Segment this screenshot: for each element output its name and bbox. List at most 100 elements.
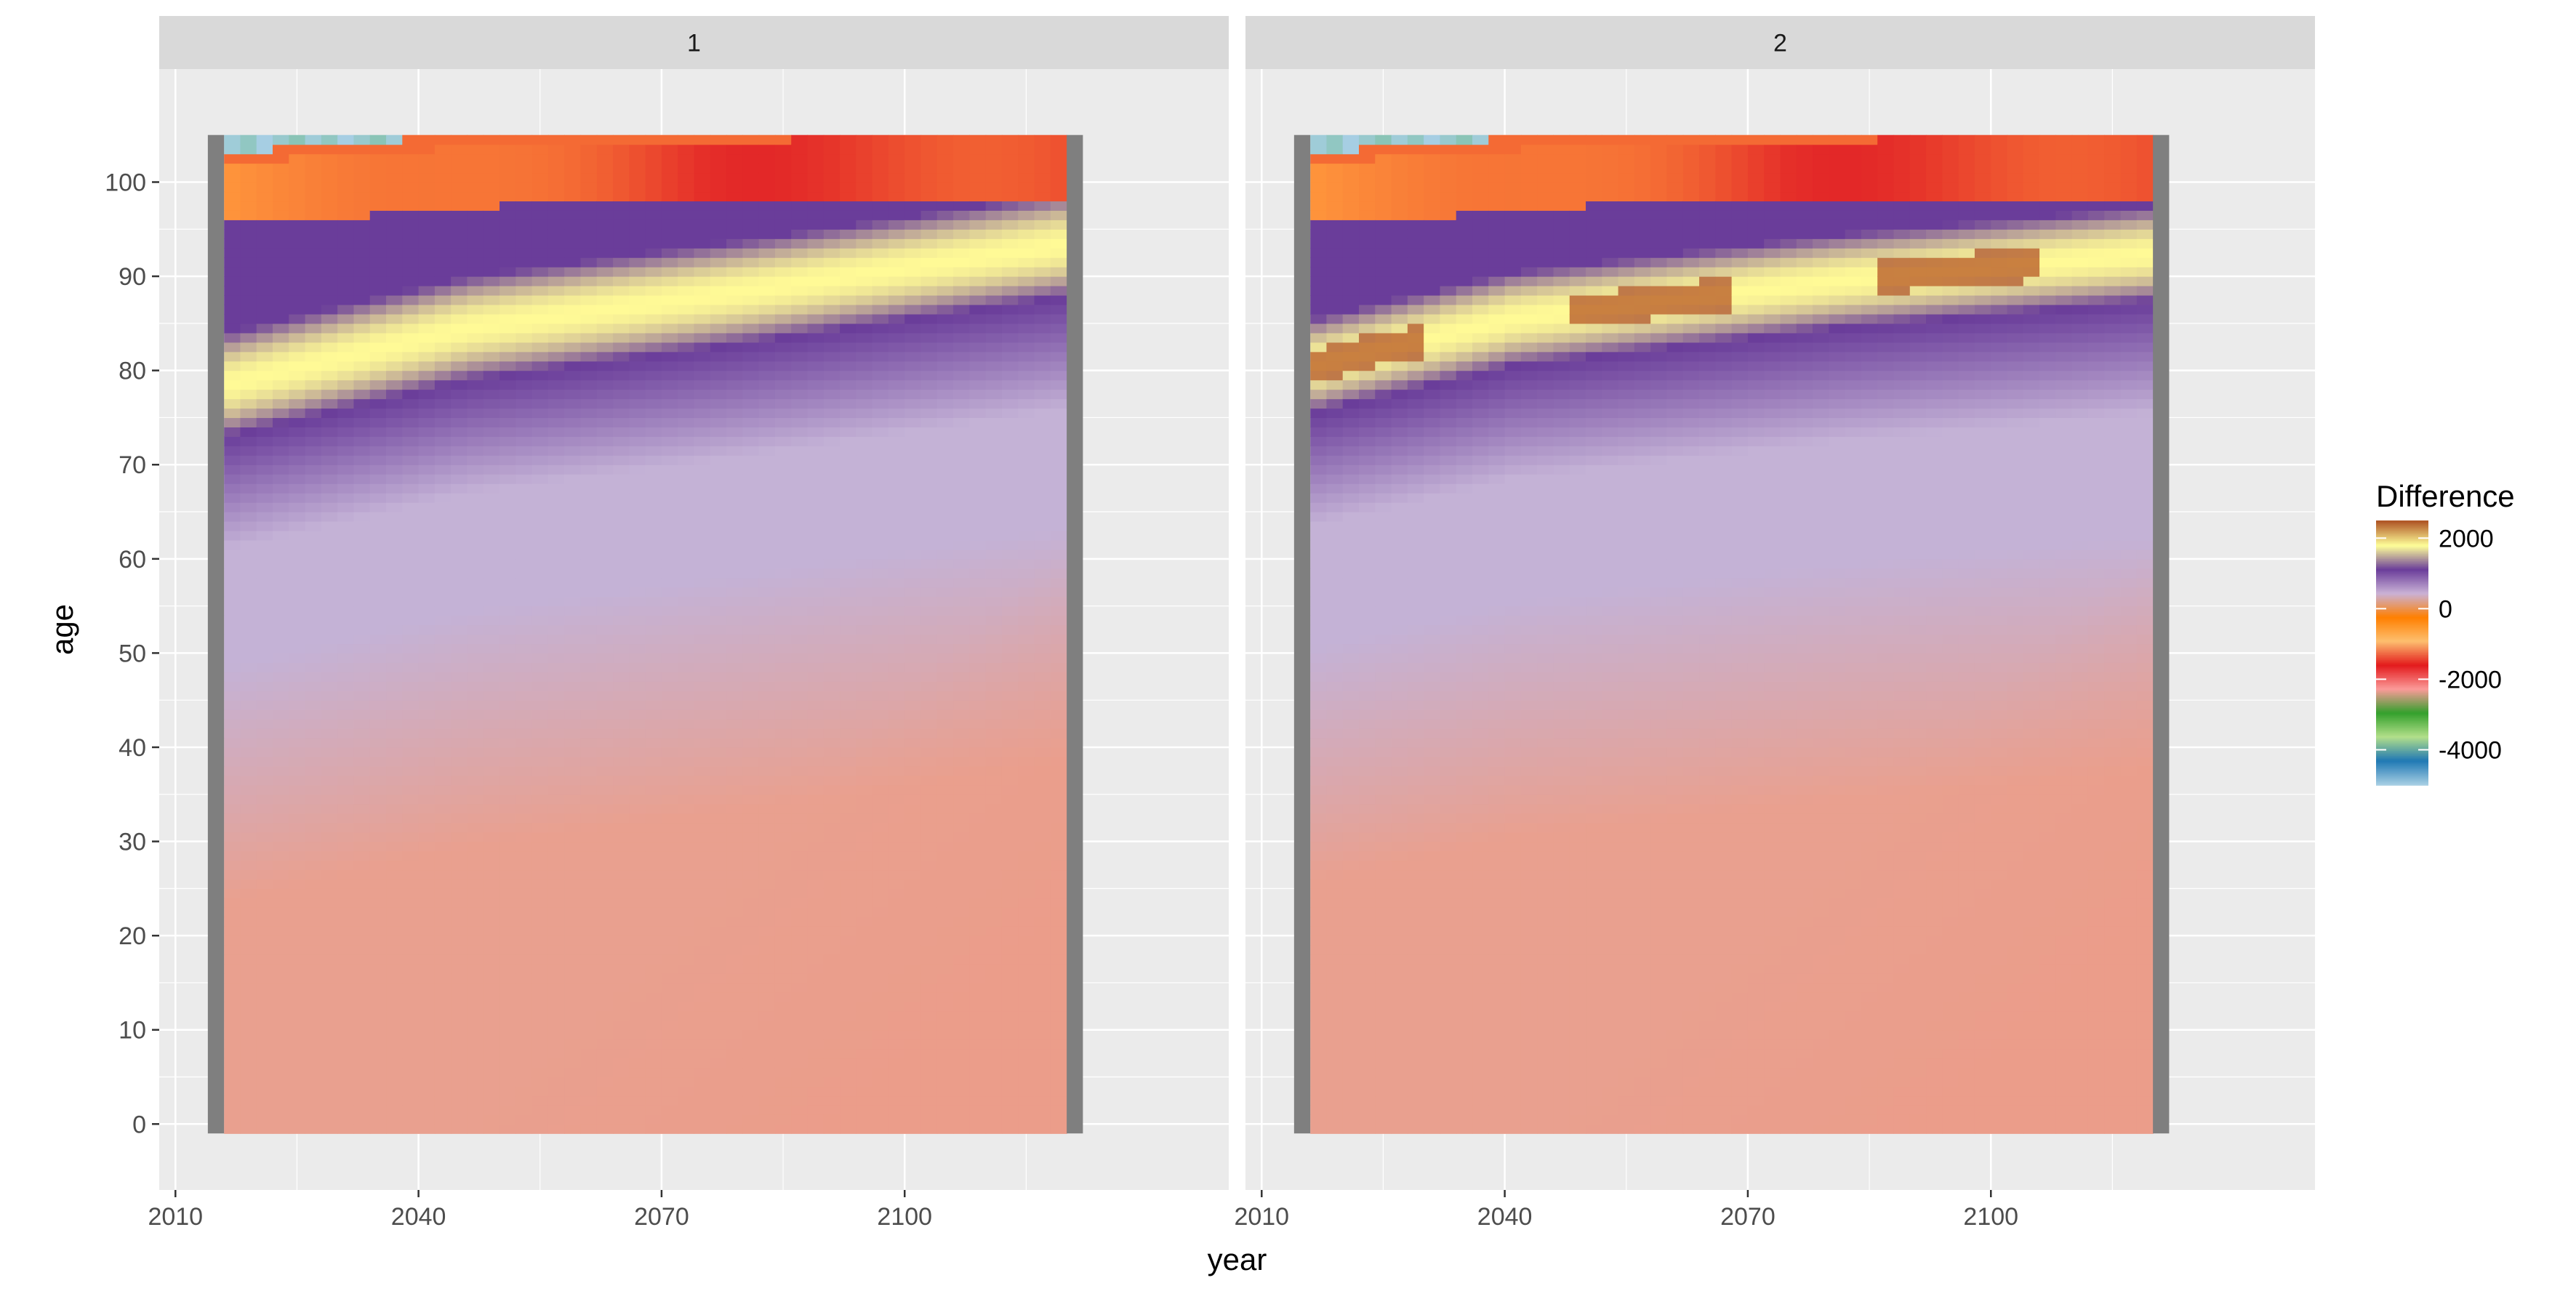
heatmap-cell (808, 164, 824, 174)
heatmap-cell (710, 380, 727, 390)
heatmap-cell (904, 964, 921, 974)
heatmap-cell (435, 238, 452, 249)
heatmap-cell (775, 795, 792, 805)
heatmap-cell (483, 1114, 500, 1125)
heatmap-cell (808, 182, 824, 192)
heatmap-cell (694, 540, 711, 550)
heatmap-cell (370, 1105, 387, 1115)
heatmap-cell (921, 483, 938, 494)
heatmap-cell (321, 352, 338, 362)
heatmap-cell (402, 1086, 419, 1096)
heatmap-cell (321, 860, 338, 870)
heatmap-cell (467, 926, 483, 936)
heatmap-cell (289, 700, 305, 710)
heatmap-cell (257, 333, 273, 343)
heatmap-cell (888, 672, 905, 682)
heatmap-cell (953, 352, 970, 362)
heatmap-cell (646, 1058, 662, 1069)
heatmap-cell (726, 842, 743, 852)
heatmap-cell (402, 568, 419, 579)
heatmap-cell (969, 926, 986, 936)
heatmap-cell (759, 1068, 776, 1078)
heatmap-cell (678, 700, 694, 710)
heatmap-cell (921, 973, 938, 984)
heatmap-cell (872, 804, 889, 814)
heatmap-cell (759, 154, 776, 164)
heatmap-cell (353, 267, 370, 277)
heatmap-cell (808, 1114, 824, 1125)
heatmap-cell (370, 276, 387, 286)
heatmap-cell (321, 1068, 338, 1078)
heatmap-cell (289, 1011, 305, 1021)
heatmap-cell (337, 625, 354, 635)
heatmap-cell (402, 1011, 419, 1021)
heatmap-cell (402, 229, 419, 239)
heatmap-cell (904, 1124, 921, 1134)
heatmap-cell (353, 540, 370, 550)
heatmap-cell (467, 964, 483, 974)
heatmap-cell (678, 559, 694, 569)
heatmap-cell (257, 568, 273, 579)
heatmap-cell (240, 380, 257, 390)
heatmap-cell (386, 229, 403, 239)
heatmap-cell (613, 333, 630, 343)
heatmap-cell (808, 352, 824, 362)
heatmap-cell (840, 597, 856, 607)
heatmap-cell (775, 399, 792, 409)
heatmap-cell (289, 257, 305, 268)
heatmap-cell (305, 1030, 322, 1040)
heatmap-cell (742, 879, 759, 889)
heatmap-cell (548, 276, 565, 286)
heatmap-cell (678, 907, 694, 917)
heatmap-cell (257, 1030, 273, 1040)
heatmap-cell (969, 568, 986, 579)
heatmap-cell (257, 399, 273, 409)
heatmap-cell (629, 776, 646, 786)
heatmap-cell (597, 436, 614, 446)
heatmap-cell (904, 380, 921, 390)
heatmap-cell (742, 342, 759, 353)
heatmap-cell (662, 1114, 678, 1125)
heatmap-cell (353, 145, 370, 155)
heatmap-cell (662, 550, 678, 560)
heatmap-cell (337, 898, 354, 908)
heatmap-cell (742, 776, 759, 786)
heatmap-cell (515, 954, 532, 965)
heatmap-cell (435, 267, 452, 277)
heatmap-cell (532, 352, 549, 362)
heatmap-cell (791, 493, 808, 503)
heatmap-cell (969, 860, 986, 870)
heatmap-cell (775, 276, 792, 286)
heatmap-cell (273, 550, 289, 560)
heatmap-cell (791, 643, 808, 653)
heatmap-cell (662, 578, 678, 588)
heatmap-cell (305, 493, 322, 503)
heatmap-cell (613, 738, 630, 748)
heatmap-cell (257, 267, 273, 277)
heatmap-cell (775, 390, 792, 400)
heatmap-cell (580, 286, 597, 296)
heatmap-cell (856, 709, 872, 720)
heatmap-cell (904, 842, 921, 852)
heatmap-cell (662, 436, 678, 446)
heatmap-cell (499, 842, 516, 852)
heatmap-cell (257, 493, 273, 503)
heatmap-cell (289, 606, 305, 616)
heatmap-cell (921, 502, 938, 512)
heatmap-cell (629, 1077, 646, 1087)
heatmap-cell (856, 483, 872, 494)
heatmap-cell (921, 776, 938, 786)
heatmap-cell (726, 776, 743, 786)
heatmap-cell (888, 371, 905, 381)
heatmap-cell (904, 267, 921, 277)
heatmap-cell (370, 323, 387, 334)
heatmap-cell (483, 616, 500, 626)
heatmap-cell (937, 1095, 954, 1106)
heatmap-cell (904, 681, 921, 691)
heatmap-cell (402, 907, 419, 917)
heatmap-cell (224, 474, 241, 484)
heatmap-cell (451, 1095, 468, 1106)
heatmap-cell (678, 757, 694, 767)
heatmap-cell (953, 305, 970, 315)
heatmap-cell (840, 436, 856, 446)
